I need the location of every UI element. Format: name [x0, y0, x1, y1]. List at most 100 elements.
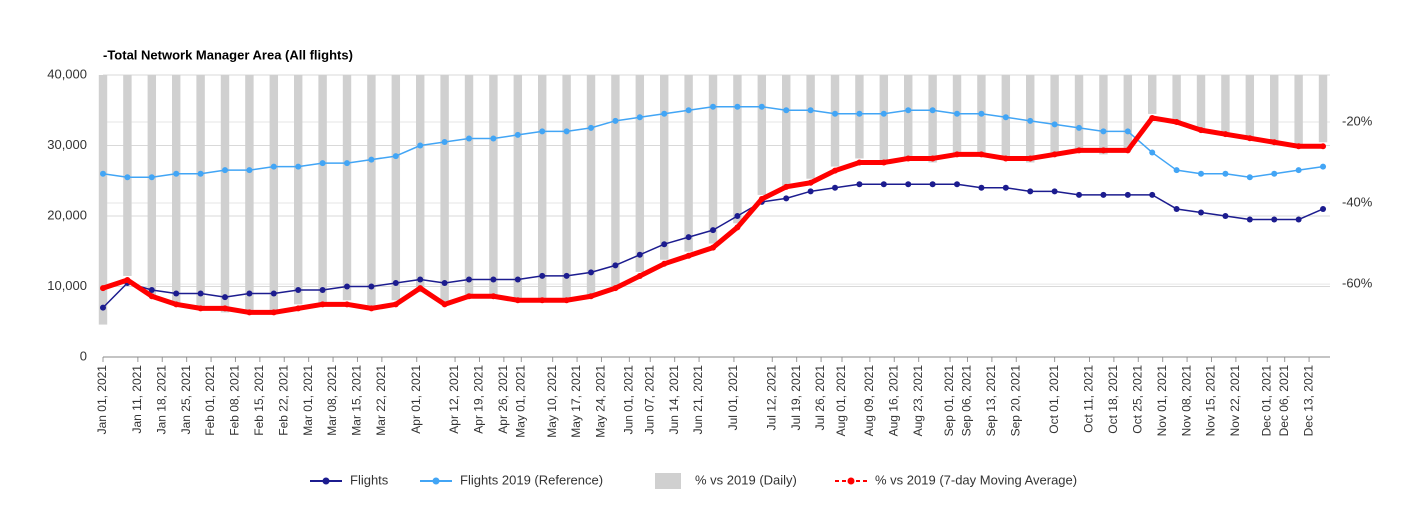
daily-bar	[391, 75, 401, 301]
series-point	[100, 304, 106, 311]
x-tick-label: Sep 01, 2021	[942, 365, 956, 437]
daily-bar	[757, 75, 767, 195]
x-tick-label: Mar 08, 2021	[325, 365, 339, 436]
series-point	[222, 305, 229, 312]
series-point	[441, 138, 448, 145]
legend-swatch	[432, 477, 440, 485]
series-point	[539, 128, 546, 135]
daily-bar	[830, 75, 840, 167]
series-point	[344, 301, 351, 308]
series-point	[929, 181, 936, 188]
x-tick-label: Aug 01, 2021	[834, 365, 848, 437]
daily-bar	[269, 75, 279, 313]
series-point	[588, 124, 595, 131]
series-point	[514, 297, 521, 304]
daily-bar	[733, 75, 742, 224]
series-point	[636, 114, 643, 121]
series-point	[1320, 163, 1327, 170]
series-point	[441, 301, 448, 308]
series-point	[1222, 213, 1229, 219]
daily-bar	[1074, 75, 1084, 151]
daily-bar	[196, 75, 205, 309]
series-point	[1100, 191, 1107, 198]
y-tick-label: 30,000	[47, 137, 87, 152]
series-point	[368, 305, 375, 312]
daily-bar	[513, 75, 523, 301]
x-tick-label: Feb 08, 2021	[228, 365, 242, 436]
daily-bar	[537, 75, 547, 301]
x-tick-label: Aug 09, 2021	[862, 365, 876, 437]
legend-swatch	[655, 473, 681, 489]
x-tick-label: Jul 12, 2021	[764, 365, 778, 431]
x-tick-label: Aug 16, 2021	[886, 365, 900, 437]
series-point	[392, 279, 399, 286]
series-point	[1051, 188, 1058, 195]
x-tick-label: Dec 13, 2021	[1301, 365, 1315, 437]
series-point	[1100, 128, 1107, 135]
series-point	[880, 110, 887, 117]
series-point	[392, 153, 399, 160]
series-point	[539, 297, 546, 304]
y2-tick-label: -20%	[1342, 113, 1373, 128]
daily-bar	[684, 75, 693, 252]
series-point	[710, 244, 717, 251]
series-point	[1076, 147, 1083, 154]
y-tick-label: 0	[80, 348, 87, 363]
series-point	[1027, 117, 1034, 124]
series-point	[368, 156, 375, 163]
series-point	[124, 277, 131, 284]
series-point	[1149, 191, 1156, 198]
series-point	[441, 279, 448, 286]
series-point	[148, 174, 155, 181]
x-tick-label: Apr 12, 2021	[447, 365, 461, 434]
series-point	[563, 297, 570, 304]
x-tick-label: Nov 22, 2021	[1228, 365, 1242, 437]
series-point	[295, 163, 302, 170]
series-point	[1002, 114, 1009, 121]
x-tick-label: Jun 21, 2021	[691, 365, 705, 435]
series-point	[1173, 119, 1180, 125]
series-point	[612, 262, 619, 269]
series-point	[1100, 147, 1107, 154]
series-point	[710, 227, 717, 234]
series-point	[929, 107, 936, 114]
series-point	[758, 195, 765, 202]
series-point	[710, 103, 717, 110]
daily-bar	[1270, 75, 1279, 143]
daily-bar	[171, 75, 181, 305]
series-point	[1222, 170, 1229, 177]
series-point	[807, 188, 814, 195]
x-tick-label: Sep 06, 2021	[960, 365, 974, 437]
series-point	[539, 272, 546, 279]
daily-bar	[440, 75, 449, 305]
y2-tick-label: -60%	[1342, 276, 1373, 291]
series-point	[1198, 127, 1205, 134]
series-point	[173, 301, 180, 308]
series-point	[734, 224, 741, 231]
daily-bar	[928, 75, 937, 163]
series-point	[319, 287, 326, 294]
series-point	[148, 287, 155, 294]
daily-bar	[367, 75, 376, 309]
series-point	[783, 195, 790, 202]
daily-bar	[1245, 75, 1255, 139]
series-point	[344, 283, 351, 290]
x-tick-label: Mar 01, 2021	[301, 365, 315, 436]
series-point	[1246, 216, 1253, 223]
series-point	[832, 167, 839, 174]
series-point	[661, 260, 668, 267]
series-point	[490, 293, 497, 300]
series-point	[783, 183, 790, 190]
daily-bar	[342, 75, 352, 301]
series-point	[563, 128, 570, 135]
daily-bar	[562, 75, 571, 301]
series-point	[100, 170, 106, 177]
x-tick-label: Feb 22, 2021	[276, 365, 290, 436]
daily-bar	[1294, 75, 1303, 147]
series-point	[222, 167, 229, 174]
x-tick-label: Mar 15, 2021	[350, 365, 364, 436]
series-point	[1246, 174, 1253, 181]
series-point	[588, 293, 595, 300]
x-tick-label: Oct 18, 2021	[1106, 365, 1120, 434]
